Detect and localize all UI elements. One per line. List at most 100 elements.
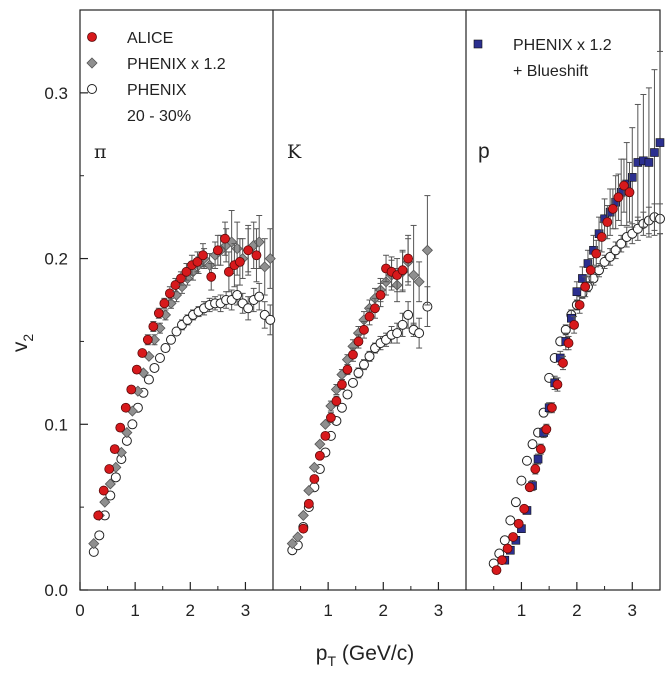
data-point [165, 334, 176, 345]
data-point [164, 288, 175, 299]
data-point [153, 308, 164, 319]
x-tick-label: 0 [75, 601, 84, 620]
data-point [624, 187, 635, 198]
legend-label: ALICE [127, 30, 173, 47]
legend-panel-0: ALICE PHENIX x 1.2 PHENIX 20 - 30% [86, 30, 226, 125]
data-point [126, 384, 137, 395]
data-point [413, 276, 425, 288]
data-point [421, 244, 433, 256]
data-point [220, 233, 230, 244]
data-point [370, 303, 380, 314]
data-point [243, 303, 254, 314]
legend-label: + Blueshift [513, 63, 589, 80]
series-alice [93, 221, 262, 521]
data-point [644, 158, 654, 167]
data-point [212, 245, 223, 256]
data-point [120, 402, 131, 413]
data-point [265, 314, 276, 325]
data-point [309, 474, 320, 484]
data-point [397, 265, 408, 276]
legend-label: PHENIX x 1.2 [127, 56, 226, 73]
x-axis-title-main: p [316, 642, 328, 665]
x-tick-label: 1 [517, 601, 526, 620]
x-tick-label: 2 [379, 601, 388, 620]
data-point [519, 503, 530, 514]
legend-label: PHENIX [127, 82, 187, 99]
data-point [408, 269, 420, 281]
data-point [607, 203, 618, 214]
x-axis-title: pT (GeV/c) [316, 642, 414, 669]
data-point [308, 461, 320, 473]
x-axis-title-rest: (GeV/c) [336, 642, 414, 665]
data-point [358, 359, 369, 370]
data-point [320, 430, 331, 441]
series-phenix_scaled [88, 210, 276, 550]
data-point [627, 173, 637, 182]
panel-label: K [287, 141, 302, 163]
x-tick-label: 1 [323, 601, 332, 620]
data-point [88, 538, 100, 550]
data-point [527, 439, 538, 450]
data-point [331, 396, 342, 406]
data-point [552, 379, 563, 390]
data-point [143, 374, 154, 385]
data-point [148, 321, 159, 332]
y-axis-title-sub: 2 [20, 334, 36, 342]
legend-panel-2: PHENIX x 1.2 + Blueshift [473, 37, 612, 80]
data-point [149, 362, 160, 373]
data-point [397, 319, 408, 330]
x-tick-label: 3 [241, 601, 250, 620]
legend-marker [87, 32, 97, 42]
data-point [605, 251, 616, 262]
data-point [353, 336, 364, 347]
data-point [131, 364, 142, 375]
data-point [414, 328, 425, 339]
y-tick-label: 0.0 [44, 581, 68, 600]
data-point [510, 497, 521, 508]
legend-label: PHENIX x 1.2 [513, 37, 612, 54]
data-point [171, 326, 182, 337]
data-point [547, 402, 557, 413]
x-tick-label: 3 [434, 601, 443, 620]
data-point [198, 250, 208, 261]
data-point [98, 485, 109, 496]
data-point [298, 523, 309, 534]
data-point [342, 389, 353, 400]
data-point [392, 328, 403, 339]
data-point [142, 334, 153, 345]
data-point [616, 238, 627, 249]
panel-2: 1 2 3 p [478, 50, 665, 620]
data-point [541, 424, 552, 435]
data-point [109, 444, 120, 455]
data-point [375, 290, 386, 300]
data-point [508, 532, 519, 542]
chart-frame: 0.0 0.1 0.2 0.3 [44, 9, 661, 600]
data-point [364, 351, 375, 362]
data-point [303, 485, 315, 497]
data-point [558, 358, 568, 368]
data-point [403, 309, 414, 320]
series-phenix_open [88, 282, 276, 557]
data-point [353, 367, 364, 378]
data-point [181, 266, 192, 277]
y-tick-label: 0.3 [44, 84, 68, 103]
data-point [342, 364, 353, 375]
data-point [99, 496, 111, 508]
data-point [655, 138, 665, 147]
data-point [505, 515, 516, 526]
legend-marker [473, 39, 483, 49]
x-axis-title-sub: T [327, 653, 336, 669]
data-point [160, 343, 171, 354]
data-point [596, 232, 607, 242]
plot-border [79, 9, 661, 591]
data-point [516, 475, 527, 486]
data-point [115, 422, 126, 433]
data-point [585, 265, 596, 276]
data-point [154, 353, 165, 363]
data-point [303, 498, 314, 509]
data-point [223, 266, 234, 277]
data-point [403, 253, 414, 264]
data-point [502, 543, 513, 554]
data-point [110, 472, 121, 483]
